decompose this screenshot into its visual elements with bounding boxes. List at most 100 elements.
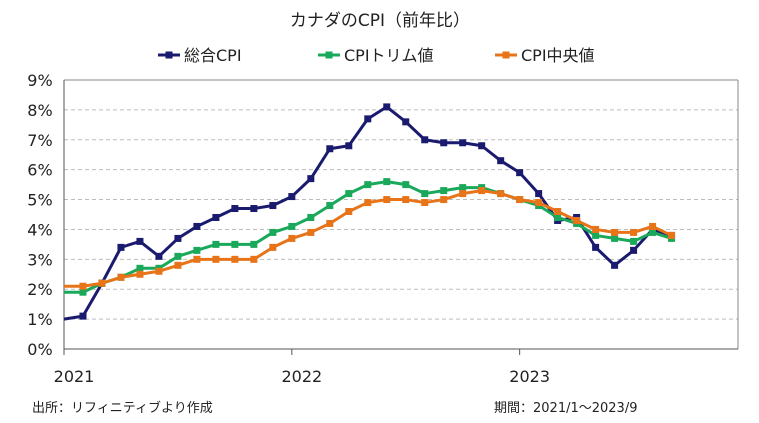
- data-point: [288, 222, 296, 230]
- data-point: [478, 142, 486, 150]
- data-point: [288, 193, 296, 201]
- data-point: [193, 222, 201, 230]
- data-point: [117, 243, 125, 251]
- y-tick-label: 7%: [27, 131, 52, 150]
- legend-item: 総合CPI: [158, 46, 242, 65]
- data-point: [364, 199, 372, 207]
- axes: [63, 79, 739, 350]
- data-point: [592, 225, 600, 233]
- data-point: [269, 202, 277, 210]
- legend-label: CPI中央値: [521, 46, 595, 65]
- y-tick-label: 6%: [27, 161, 52, 180]
- data-point: [174, 234, 182, 242]
- data-point: [383, 178, 391, 186]
- y-tick-label: 8%: [27, 101, 52, 120]
- data-point: [98, 279, 106, 287]
- data-point: [212, 240, 220, 248]
- data-point: [136, 264, 144, 272]
- data-point: [307, 228, 315, 236]
- x-tick-label: 2022: [281, 367, 322, 386]
- y-axis-ticks: 0% 1% 2% 3% 4% 5% 6% 7% 8% 9%: [27, 71, 52, 359]
- data-point: [459, 190, 467, 198]
- legend-marker: [165, 51, 173, 59]
- data-point: [307, 175, 315, 183]
- data-point: [516, 169, 524, 177]
- data-point: [402, 118, 410, 126]
- series-1: [63, 103, 676, 321]
- data-point: [174, 261, 182, 269]
- data-point: [383, 103, 391, 111]
- data-point: [193, 246, 201, 254]
- data-point: [649, 228, 657, 236]
- source-note: 出所：リフィニティブより作成: [32, 401, 213, 416]
- data-point: [402, 196, 410, 204]
- data-point: [250, 240, 258, 248]
- data-point: [459, 139, 467, 147]
- data-point: [79, 288, 87, 296]
- data-point: [155, 267, 163, 275]
- data-point: [269, 228, 277, 236]
- data-point: [440, 139, 448, 147]
- data-point: [649, 222, 657, 230]
- data-point: [535, 199, 543, 207]
- y-tick-label: 9%: [27, 71, 52, 90]
- data-point: [326, 145, 334, 153]
- data-point: [611, 234, 619, 242]
- data-point: [668, 231, 676, 239]
- data-point: [516, 196, 524, 204]
- data-point: [212, 213, 220, 221]
- data-point: [79, 312, 87, 320]
- chart-title: カナダのCPI（前年比）: [290, 11, 470, 31]
- data-point: [630, 246, 638, 254]
- data-point: [459, 184, 467, 192]
- data-point: [592, 243, 600, 251]
- data-point: [250, 205, 258, 213]
- legend-marker: [502, 51, 510, 59]
- data-point: [269, 243, 277, 251]
- data-point: [383, 196, 391, 204]
- series-line: [63, 105, 672, 321]
- legend-label: CPIトリム値: [344, 46, 434, 65]
- data-point: [231, 255, 239, 263]
- legend-marker: [325, 51, 333, 59]
- data-point: [288, 234, 296, 242]
- legend-item: CPI中央値: [495, 46, 595, 65]
- series-line: [64, 180, 672, 294]
- period-note: 期間：2021/1～2023/9: [494, 401, 638, 416]
- data-point: [440, 187, 448, 195]
- data-point: [535, 190, 543, 198]
- data-point: [250, 255, 258, 263]
- y-tick-label: 5%: [27, 191, 52, 210]
- data-point: [554, 213, 562, 221]
- y-tick-label: 0%: [27, 340, 52, 359]
- data-point: [497, 157, 505, 165]
- data-point: [630, 228, 638, 236]
- data-point: [307, 213, 315, 221]
- data-point: [231, 205, 239, 213]
- series-2: [64, 178, 676, 296]
- data-point: [136, 237, 144, 245]
- legend: 総合CPI CPIトリム値 CPI中央値: [158, 46, 595, 65]
- data-point: [611, 228, 619, 236]
- series-3: [64, 187, 676, 290]
- data-point: [345, 142, 353, 150]
- data-point: [554, 208, 562, 216]
- x-tick-label: 2023: [509, 367, 550, 386]
- y-tick-label: 2%: [27, 280, 52, 299]
- data-point: [478, 187, 486, 195]
- legend-label: 総合CPI: [184, 46, 242, 65]
- data-point: [117, 273, 125, 281]
- data-point: [573, 216, 581, 224]
- data-point: [345, 208, 353, 216]
- data-point: [497, 190, 505, 198]
- data-point: [592, 231, 600, 239]
- data-point: [611, 261, 619, 269]
- legend-item: CPIトリム値: [318, 46, 434, 65]
- data-point: [79, 282, 87, 290]
- data-point: [630, 237, 638, 245]
- data-point: [421, 190, 429, 198]
- data-point: [421, 199, 429, 207]
- y-tick-label: 3%: [27, 250, 52, 269]
- data-point: [155, 252, 163, 260]
